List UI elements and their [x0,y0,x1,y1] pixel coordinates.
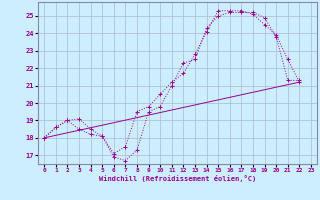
X-axis label: Windchill (Refroidissement éolien,°C): Windchill (Refroidissement éolien,°C) [99,175,256,182]
